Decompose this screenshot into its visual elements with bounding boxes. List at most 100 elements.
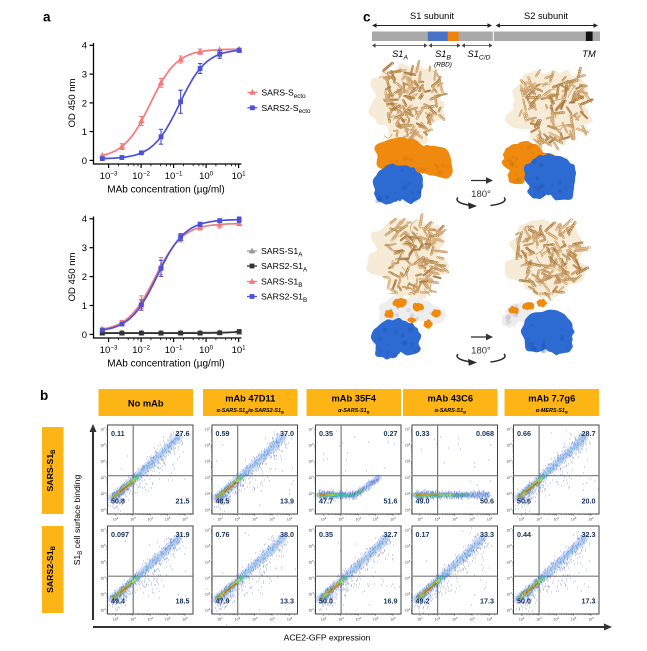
svg-text:105: 105 bbox=[405, 559, 411, 564]
svg-text:50.6: 50.6 bbox=[517, 497, 531, 506]
svg-text:10−2: 10−2 bbox=[132, 170, 150, 182]
svg-text:13.9: 13.9 bbox=[280, 497, 294, 506]
svg-text:104: 104 bbox=[252, 516, 258, 521]
svg-text:103: 103 bbox=[338, 616, 344, 621]
svg-text:mAb 43C6: mAb 43C6 bbox=[428, 394, 473, 404]
svg-text:104: 104 bbox=[205, 575, 211, 580]
svg-text:103: 103 bbox=[435, 516, 441, 521]
svg-text:102: 102 bbox=[308, 607, 314, 612]
svg-text:104: 104 bbox=[405, 475, 411, 480]
svg-text:0.35: 0.35 bbox=[319, 429, 333, 438]
svg-text:102: 102 bbox=[100, 507, 106, 512]
svg-text:107: 107 bbox=[405, 527, 411, 532]
svg-text:0.66: 0.66 bbox=[517, 429, 531, 438]
svg-text:102: 102 bbox=[405, 607, 411, 612]
svg-text:106: 106 bbox=[390, 616, 396, 621]
svg-text:0.068: 0.068 bbox=[476, 429, 494, 438]
svg-text:105: 105 bbox=[469, 516, 475, 521]
svg-text:50.6: 50.6 bbox=[480, 497, 494, 506]
svg-text:106: 106 bbox=[588, 516, 594, 521]
svg-text:OD 450 nm: OD 450 nm bbox=[67, 78, 78, 127]
svg-text:106: 106 bbox=[487, 516, 493, 521]
svg-text:SARS2-S1A: SARS2-S1A bbox=[261, 261, 308, 273]
svg-text:103: 103 bbox=[506, 591, 512, 596]
svg-text:105: 105 bbox=[165, 516, 171, 521]
svg-text:38.0: 38.0 bbox=[280, 530, 294, 539]
svg-text:50.0: 50.0 bbox=[517, 597, 531, 606]
svg-text:105: 105 bbox=[205, 559, 211, 564]
svg-text:102: 102 bbox=[113, 516, 119, 521]
svg-text:105: 105 bbox=[469, 616, 475, 621]
svg-text:27.6: 27.6 bbox=[176, 429, 190, 438]
svg-text:103: 103 bbox=[405, 491, 411, 496]
svg-text:105: 105 bbox=[373, 516, 379, 521]
svg-text:102: 102 bbox=[417, 616, 423, 621]
svg-text:S1C/D: S1C/D bbox=[468, 49, 491, 61]
svg-text:0.27: 0.27 bbox=[384, 429, 398, 438]
svg-text:0.33: 0.33 bbox=[416, 429, 430, 438]
svg-text:100: 100 bbox=[199, 170, 214, 182]
svg-text:10−3: 10−3 bbox=[100, 344, 118, 356]
svg-text:103: 103 bbox=[405, 591, 411, 596]
svg-text:106: 106 bbox=[308, 442, 314, 447]
svg-text:102: 102 bbox=[519, 616, 525, 621]
svg-text:107: 107 bbox=[405, 426, 411, 431]
svg-text:105: 105 bbox=[571, 616, 577, 621]
svg-text:103: 103 bbox=[130, 616, 136, 621]
svg-text:4: 4 bbox=[82, 214, 87, 225]
svg-text:10−3: 10−3 bbox=[100, 170, 118, 182]
svg-text:102: 102 bbox=[308, 507, 314, 512]
svg-text:OD 450 nm: OD 450 nm bbox=[67, 252, 78, 301]
svg-text:102: 102 bbox=[519, 516, 525, 521]
svg-text:SARS-S1B: SARS-S1B bbox=[45, 449, 57, 492]
svg-text:106: 106 bbox=[390, 516, 396, 521]
svg-text:104: 104 bbox=[452, 516, 458, 521]
svg-text:0.76: 0.76 bbox=[216, 530, 230, 539]
svg-text:105: 105 bbox=[506, 458, 512, 463]
svg-text:104: 104 bbox=[308, 575, 314, 580]
svg-text:SARS-Secto: SARS-Secto bbox=[261, 88, 306, 100]
svg-text:102: 102 bbox=[205, 607, 211, 612]
svg-text:103: 103 bbox=[536, 616, 542, 621]
svg-text:105: 105 bbox=[308, 458, 314, 463]
svg-text:21.5: 21.5 bbox=[176, 497, 190, 506]
svg-text:51.6: 51.6 bbox=[384, 497, 398, 506]
svg-text:103: 103 bbox=[205, 591, 211, 596]
svg-text:104: 104 bbox=[452, 616, 458, 621]
svg-text:48.5: 48.5 bbox=[216, 497, 230, 506]
svg-text:0.44: 0.44 bbox=[517, 530, 531, 539]
svg-text:10−1: 10−1 bbox=[165, 170, 183, 182]
svg-text:1: 1 bbox=[82, 127, 87, 138]
svg-text:37.0: 37.0 bbox=[280, 429, 294, 438]
svg-text:c: c bbox=[363, 10, 371, 25]
svg-text:107: 107 bbox=[205, 426, 211, 431]
svg-text:SARS2-Secto: SARS2-Secto bbox=[261, 103, 311, 115]
svg-text:α-SARS-S1B: α-SARS-S1B bbox=[435, 408, 467, 414]
svg-text:105: 105 bbox=[165, 616, 171, 621]
svg-text:SARS-S1A: SARS-S1A bbox=[261, 246, 303, 258]
svg-text:SARS2-S1B: SARS2-S1B bbox=[261, 292, 307, 304]
svg-text:102: 102 bbox=[506, 607, 512, 612]
svg-text:MAb concentration (µg/ml): MAb concentration (µg/ml) bbox=[107, 359, 224, 370]
svg-text:107: 107 bbox=[100, 527, 106, 532]
svg-text:102: 102 bbox=[113, 616, 119, 621]
svg-text:107: 107 bbox=[100, 426, 106, 431]
svg-text:104: 104 bbox=[148, 616, 154, 621]
svg-text:102: 102 bbox=[321, 516, 327, 521]
svg-text:104: 104 bbox=[100, 575, 106, 580]
svg-text:S1B cell surface binding: S1B cell surface binding bbox=[72, 475, 84, 566]
svg-text:106: 106 bbox=[308, 543, 314, 548]
svg-text:105: 105 bbox=[269, 516, 275, 521]
svg-text:49.0: 49.0 bbox=[416, 497, 430, 506]
svg-text:106: 106 bbox=[205, 442, 211, 447]
svg-text:S1B: S1B bbox=[435, 49, 451, 61]
svg-text:17.3: 17.3 bbox=[480, 597, 494, 606]
svg-text:102: 102 bbox=[205, 507, 211, 512]
svg-text:103: 103 bbox=[130, 516, 136, 521]
svg-text:180°: 180° bbox=[471, 346, 491, 357]
svg-text:No mAb: No mAb bbox=[128, 399, 164, 409]
svg-text:2: 2 bbox=[82, 98, 87, 109]
svg-text:104: 104 bbox=[554, 616, 560, 621]
svg-text:3: 3 bbox=[82, 69, 87, 80]
svg-text:102: 102 bbox=[506, 507, 512, 512]
